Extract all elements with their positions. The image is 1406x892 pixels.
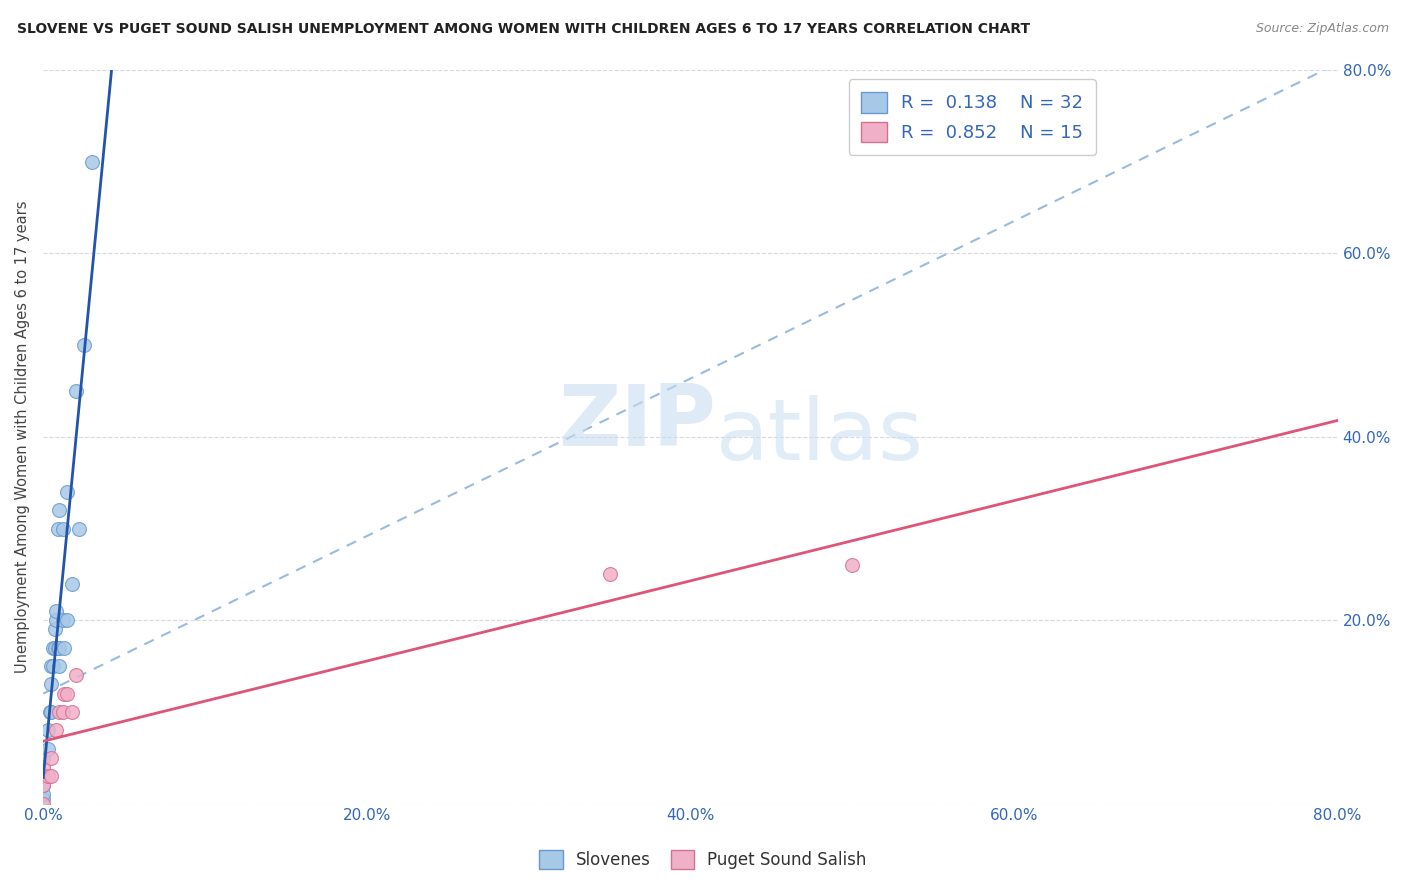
Point [45,723,67,738]
Point [32,751,55,765]
Point [48,705,70,719]
Point [39,751,62,765]
Point [46,640,69,655]
Point [841,558,863,573]
Point [65,668,87,682]
Point [53,687,76,701]
Text: atlas: atlas [716,395,924,478]
Point [39,705,62,719]
Point [53,640,76,655]
Y-axis label: Unemployment Among Women with Children Ages 6 to 17 years: Unemployment Among Women with Children A… [15,201,30,673]
Point [65,384,87,398]
Point [72,338,94,352]
Point [44,623,66,637]
Point [44,640,66,655]
Text: ZIP: ZIP [558,381,716,464]
Point [37,769,59,783]
Point [48,640,70,655]
Point [32,778,55,792]
Legend: Slovenes, Puget Sound Salish: Slovenes, Puget Sound Salish [529,840,877,880]
Text: Source: ZipAtlas.com: Source: ZipAtlas.com [1256,22,1389,36]
Point [39,659,62,673]
Point [45,613,67,627]
Point [52,613,75,627]
Point [52,522,75,536]
Point [56,484,79,499]
Point [37,741,59,756]
Point [46,522,69,536]
Point [37,723,59,738]
Point [42,659,65,673]
Point [52,705,75,719]
Point [48,659,70,673]
Point [60,576,83,591]
Legend: R =  0.138    N = 32, R =  0.852    N = 15: R = 0.138 N = 32, R = 0.852 N = 15 [849,79,1095,155]
Point [32,760,55,774]
Point [56,613,79,627]
Point [32,769,55,783]
Point [56,687,79,701]
Point [599,567,621,582]
Point [32,788,55,802]
Point [39,769,62,783]
Point [32,778,55,792]
Point [67,522,90,536]
Point [32,792,55,806]
Point [32,797,55,811]
Point [45,604,67,618]
Point [42,640,65,655]
Point [48,503,70,517]
Point [38,705,60,719]
Point [80,154,103,169]
Point [60,705,83,719]
Text: SLOVENE VS PUGET SOUND SALISH UNEMPLOYMENT AMONG WOMEN WITH CHILDREN AGES 6 TO 1: SLOVENE VS PUGET SOUND SALISH UNEMPLOYME… [17,22,1031,37]
Point [39,677,62,691]
